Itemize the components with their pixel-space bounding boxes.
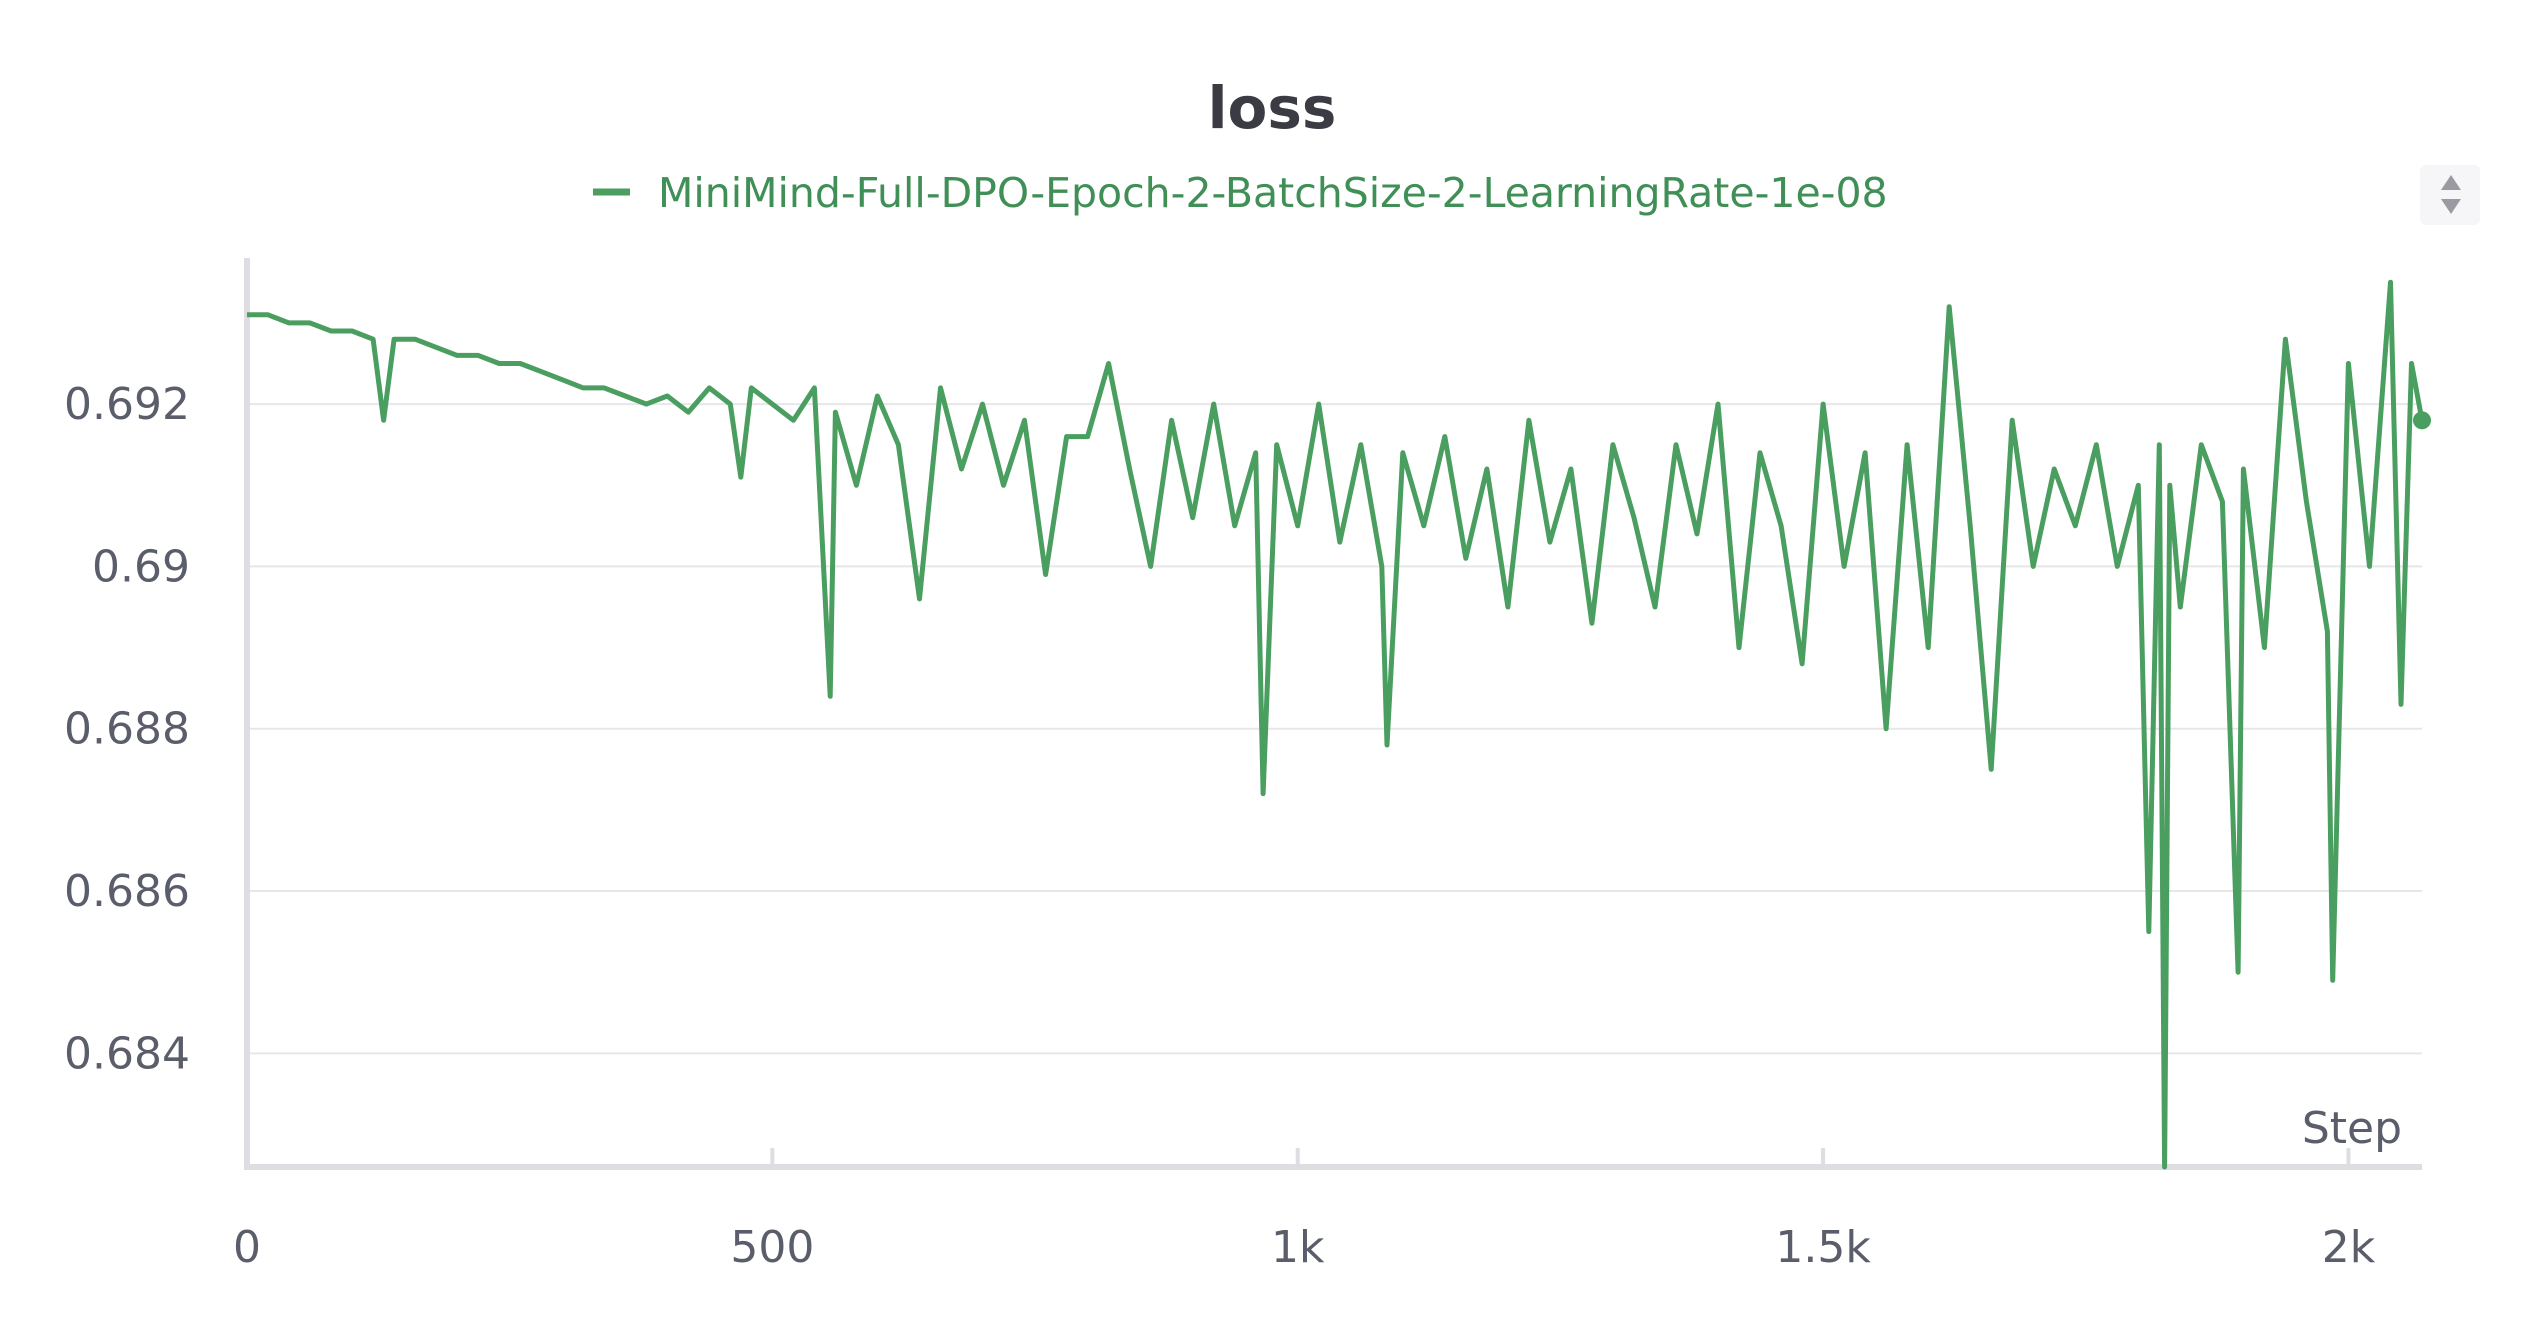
x-tick-label: 1.5k bbox=[1775, 1222, 1871, 1273]
series-layer bbox=[247, 279, 2431, 1170]
x-tick-label: 2k bbox=[2322, 1222, 2376, 1273]
sort-arrows-icon[interactable] bbox=[2420, 165, 2480, 225]
y-tick-label: 0.684 bbox=[64, 1028, 190, 1079]
x-tick-label: 0 bbox=[233, 1222, 261, 1273]
y-axis-ticks: 0.684 0.686 0.688 0.69 0.692 bbox=[64, 379, 190, 1079]
y-tick-label: 0.686 bbox=[64, 866, 190, 917]
chart-title: loss bbox=[1208, 74, 1337, 142]
y-tick-label: 0.688 bbox=[64, 704, 190, 755]
x-axis-title: Step bbox=[2302, 1103, 2402, 1154]
legend-label: MiniMind-Full-DPO-Epoch-2-BatchSize-2-Le… bbox=[658, 169, 1888, 217]
y-tick-label: 0.692 bbox=[64, 379, 190, 430]
x-tick-label: 500 bbox=[730, 1222, 814, 1273]
series-line bbox=[247, 279, 2425, 1170]
y-tick-label: 0.69 bbox=[92, 541, 190, 592]
x-tick-label: 1k bbox=[1271, 1222, 1325, 1273]
legend: MiniMind-Full-DPO-Epoch-2-BatchSize-2-Le… bbox=[593, 169, 1888, 217]
gridlines bbox=[247, 403, 2422, 1055]
series-end-point bbox=[2413, 411, 2431, 430]
